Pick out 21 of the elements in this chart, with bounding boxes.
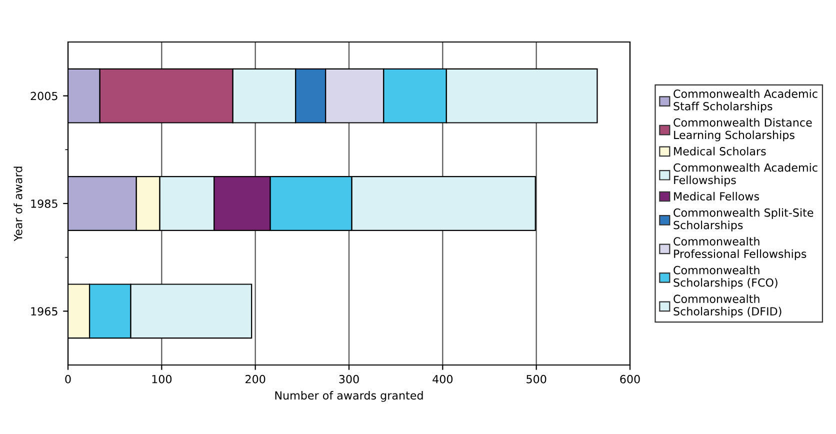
x-tick-label: 100 — [152, 374, 172, 384]
y-tick-label: 2005 — [30, 92, 58, 100]
x-axis-title: Number of awards granted — [275, 391, 423, 402]
legend-label: Commonwealth Professional Fellowships — [674, 236, 806, 260]
legend-label: Commonwealth Scholarships (DFID) — [674, 294, 782, 318]
x-tick-label: 200 — [246, 374, 266, 384]
legend-label: Commonwealth Academic Staff Scholarships — [674, 89, 818, 113]
y-tick-label: 1965 — [31, 307, 58, 316]
x-tick-label: 400 — [432, 374, 453, 384]
legend-label: Commonwealth Scholarships (FCO) — [674, 266, 778, 289]
legend-label: Commonwealth Academic Fellowships — [674, 163, 818, 186]
y-tick-label: 1985 — [31, 199, 58, 208]
x-tick-label: 300 — [339, 374, 359, 384]
x-tick-label: 0 — [65, 374, 71, 384]
x-tick-label: 600 — [620, 374, 640, 384]
legend-label: Commonwealth Split-Site Scholarships — [674, 208, 814, 232]
legend-label: Medical Fellows — [674, 192, 760, 201]
legend-label: Medical Scholars — [674, 146, 766, 156]
legend-label: Commonwealth Distance Learning Scholarships — [674, 118, 812, 142]
x-tick-label: 500 — [526, 374, 546, 384]
y-axis-title: Year of award — [14, 166, 22, 242]
